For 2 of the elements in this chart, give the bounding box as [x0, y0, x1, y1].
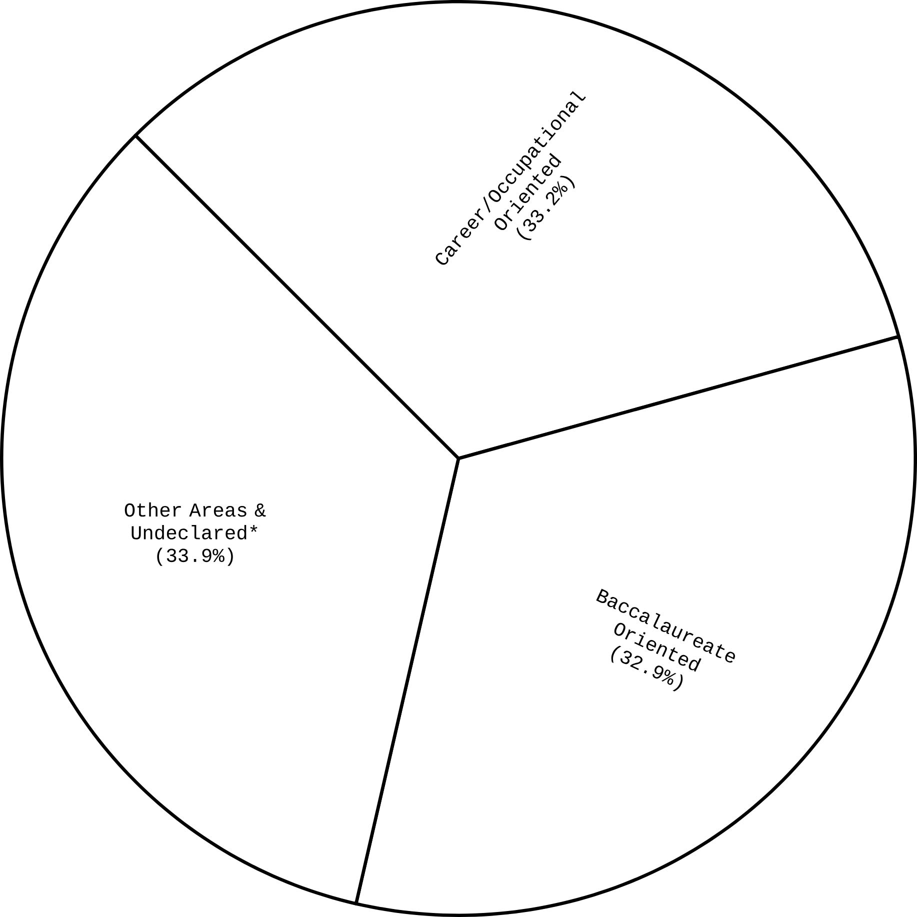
data-label: (33.9%)	[157, 548, 233, 566]
slice-label: Other Areas & Undeclared*	[124, 502, 266, 540]
